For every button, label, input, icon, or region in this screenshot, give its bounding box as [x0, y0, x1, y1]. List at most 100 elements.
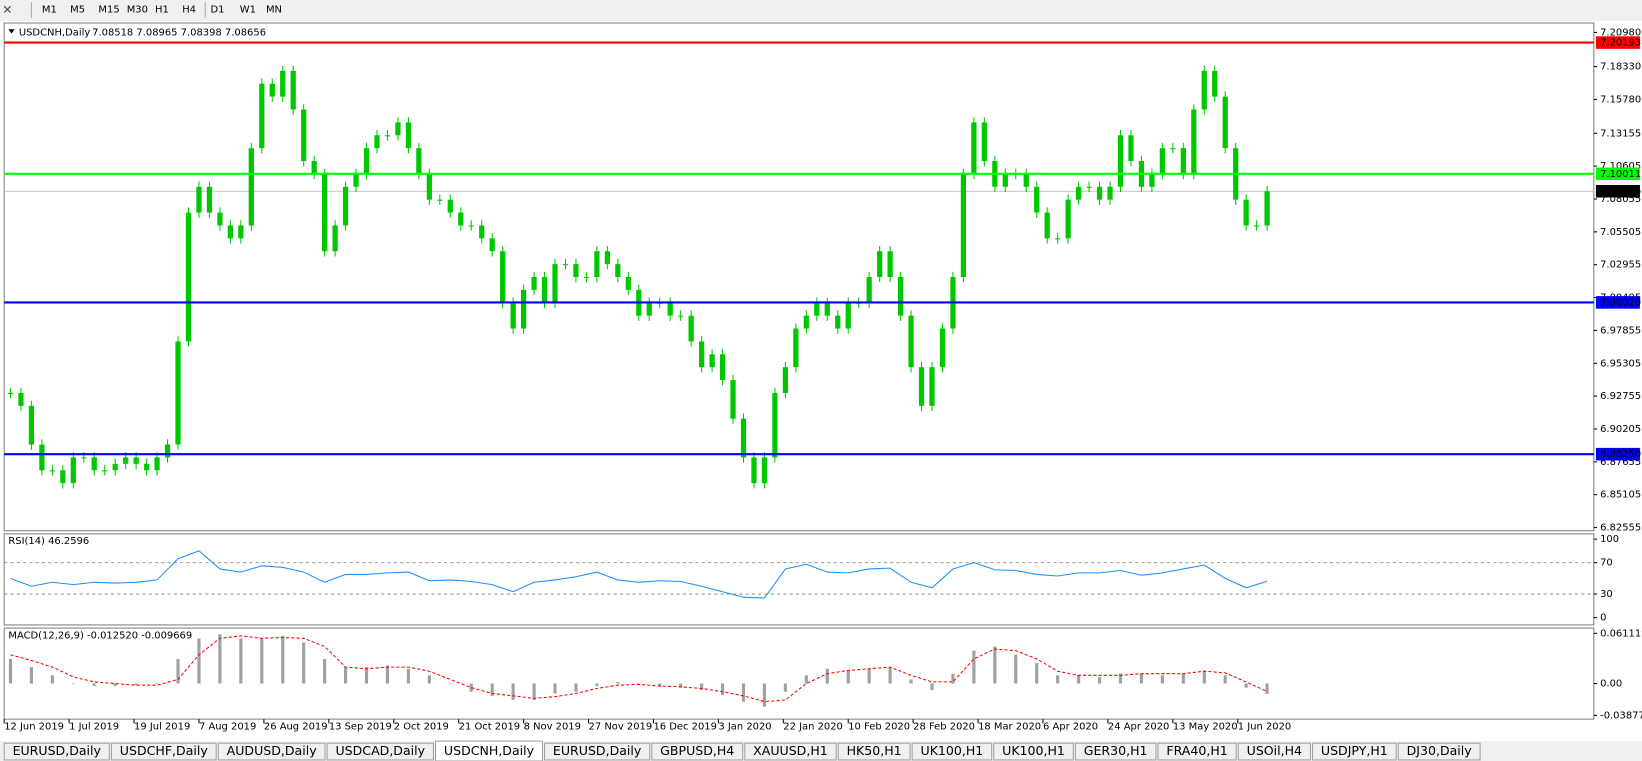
timeframe-button[interactable]: W1	[240, 4, 256, 15]
date-label: 22 Jan 2020	[783, 721, 843, 732]
rsi-tick-label: 0	[1600, 613, 1606, 624]
candle-body	[1096, 186, 1103, 200]
rsi-title: RSI(14) 46.2596	[8, 536, 89, 547]
timeframe-button[interactable]: D1	[210, 4, 224, 15]
date-label: 28 Feb 2020	[913, 721, 975, 732]
candle-body	[384, 135, 391, 137]
tab-label: EURUSD,Daily	[553, 743, 642, 758]
candle-body	[835, 315, 841, 329]
date-label: 6 Apr 2020	[1043, 721, 1098, 732]
level-label: 7.00029	[1600, 297, 1641, 308]
macd-bar	[700, 683, 704, 691]
macd-bar	[1265, 683, 1269, 694]
tab[interactable]: GBPUSD,H4	[651, 742, 744, 761]
macd-bar	[344, 667, 348, 684]
candle-body	[154, 457, 160, 471]
candle-body	[49, 470, 55, 472]
price-tick-label: 7.05505	[1600, 227, 1641, 238]
tab-background	[110, 742, 217, 761]
timeframe-button[interactable]: M1	[42, 4, 57, 15]
date-label: 19 Jul 2019	[134, 721, 190, 732]
candle-body	[845, 302, 851, 329]
macd-bar	[1014, 654, 1018, 684]
tab[interactable]: USOil,H4	[1237, 742, 1311, 761]
timeframe-button[interactable]: M5	[70, 4, 85, 15]
macd-bar	[1139, 673, 1144, 684]
tab[interactable]: DJ30,Daily	[1397, 742, 1481, 761]
candle-body	[709, 354, 715, 368]
tab[interactable]: AUDUSD,Daily	[217, 742, 326, 761]
date-label: 1 Jul 2019	[69, 721, 119, 732]
tab-label: GBPUSD,H4	[660, 743, 734, 758]
tab[interactable]: USDJPY,H1	[1312, 742, 1397, 761]
candle-body	[479, 225, 485, 239]
macd-bar	[218, 634, 222, 684]
candle-body	[751, 457, 757, 484]
macd-bar	[679, 683, 683, 688]
tab[interactable]: EURUSD,Daily	[544, 742, 651, 761]
candle-body	[719, 354, 726, 381]
tab[interactable]: XAUUSD,H1	[744, 742, 837, 761]
tab[interactable]: UK100,H1	[911, 742, 993, 761]
candle-body	[28, 405, 35, 445]
candle-body	[133, 457, 139, 464]
candle-body	[39, 444, 45, 471]
macd-bar	[1181, 673, 1185, 684]
rsi-tick-label: 30	[1600, 589, 1613, 600]
timeframe-button[interactable]: M15	[98, 4, 119, 15]
price-tick-label: 6.85105	[1600, 490, 1641, 501]
tab[interactable]: EURUSD,Daily	[3, 742, 110, 761]
candle-body	[311, 161, 317, 174]
candle-body	[227, 225, 234, 239]
tab[interactable]: USDCNH,Daily	[435, 740, 543, 761]
candle-body	[740, 418, 747, 458]
candle-body	[573, 264, 579, 277]
date-label: 27 Nov 2019	[589, 721, 653, 732]
candle-body	[18, 392, 24, 406]
tab[interactable]: USDCAD,Daily	[326, 742, 434, 761]
candle-body	[248, 148, 254, 226]
tab[interactable]: GER30,H1	[1074, 742, 1157, 761]
macd-bar	[1244, 683, 1248, 688]
price-tick-label: 7.13155	[1600, 128, 1641, 139]
macd-bar	[532, 683, 536, 700]
date-label: 8 Nov 2019	[524, 721, 581, 732]
tab-background	[1237, 742, 1311, 761]
timeframe-button[interactable]: M30	[127, 4, 148, 15]
tab-label: FRA40,H1	[1166, 743, 1227, 758]
candle-body	[667, 302, 673, 316]
macd-tick-label: -0.038777	[1600, 710, 1642, 721]
main-panel	[3, 22, 1595, 532]
timeframe-button[interactable]: MN	[266, 4, 282, 15]
macd-bar	[176, 658, 180, 684]
candle-body	[269, 83, 275, 97]
macd-bar	[260, 638, 264, 684]
candle-body	[971, 122, 977, 174]
candle-body	[824, 302, 830, 316]
candle-body	[1170, 148, 1176, 150]
macd-bar	[511, 683, 515, 700]
macd-bar	[1202, 670, 1206, 684]
macd-bar	[302, 642, 306, 684]
macd-bar	[741, 683, 746, 702]
tab[interactable]: HK50,H1	[837, 742, 911, 761]
timeframe-button[interactable]: H4	[182, 4, 196, 15]
candle-body	[615, 264, 621, 277]
candle-body	[793, 328, 799, 368]
macd-bar	[658, 683, 662, 687]
candle-body	[699, 341, 705, 368]
date-label: 21 Oct 2019	[459, 721, 520, 732]
candle-body	[164, 444, 171, 458]
candle-body	[1212, 70, 1218, 97]
tab[interactable]: UK100,H1	[993, 742, 1074, 761]
candle-body	[1055, 238, 1061, 240]
timeframe-button[interactable]: H1	[155, 4, 169, 15]
tab[interactable]: FRA40,H1	[1157, 742, 1237, 761]
macd-bar	[1077, 675, 1081, 684]
tab[interactable]: USDCHF,Daily	[110, 742, 217, 761]
macd-bar	[993, 646, 997, 684]
chart-title: USDCNH,Daily	[19, 27, 91, 38]
candle-body	[1128, 135, 1134, 162]
candle-body	[280, 70, 286, 97]
price-tick-label: 7.20980	[1600, 27, 1641, 38]
